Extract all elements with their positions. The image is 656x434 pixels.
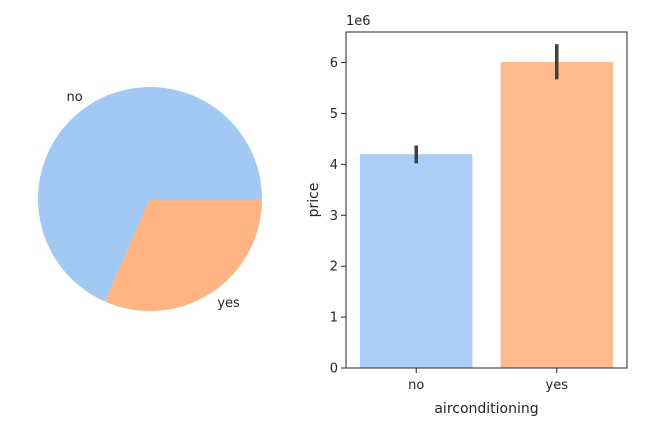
pie-label-no: no [66, 90, 82, 105]
pie-slice-no [38, 87, 262, 302]
x-axis-label: airconditioning [434, 401, 538, 417]
y-tick-label: 6 [330, 56, 338, 71]
x-tick-label-yes: yes [546, 378, 569, 393]
y-tick-label: 2 [330, 260, 338, 275]
y-tick-label: 4 [330, 158, 338, 173]
pie-label-yes: yes [217, 296, 240, 311]
y-tick-label: 0 [330, 362, 338, 377]
bar-chart: no yes 0 1 2 3 4 5 6 1e6 airconditioning price [306, 14, 628, 417]
y-offset-label: 1e6 [346, 14, 371, 29]
y-tick-label: 3 [330, 209, 338, 224]
pie-chart: no yes [38, 87, 262, 311]
bar-yes [500, 62, 613, 368]
y-tick-label: 1 [330, 311, 338, 326]
y-tick-label: 5 [330, 107, 338, 122]
bar-no [360, 154, 473, 368]
axes-frame [345, 31, 628, 369]
pie-slice-yes [104, 199, 262, 311]
x-tick-label-no: no [408, 378, 424, 393]
y-axis-label: price [306, 183, 322, 218]
